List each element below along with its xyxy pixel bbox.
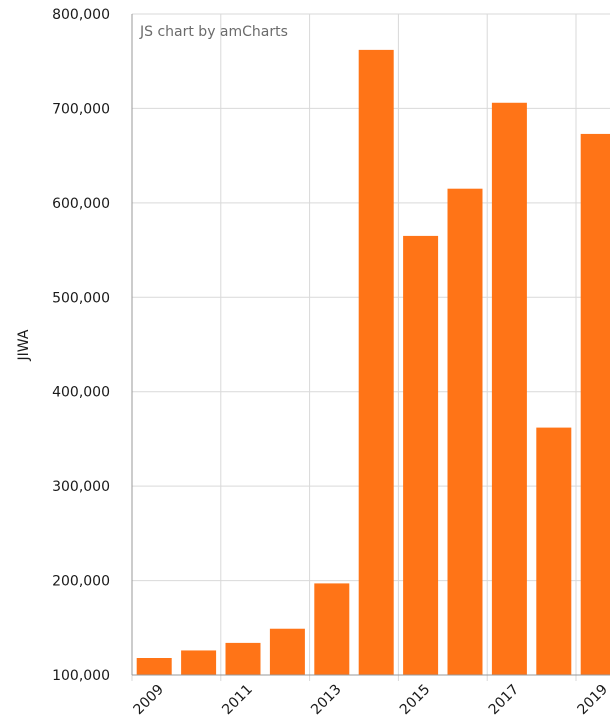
x-tick-label: 2009	[131, 682, 168, 719]
y-tick-label: 400,000	[52, 385, 110, 401]
y-tick-label: 800,000	[52, 7, 110, 23]
x-axis-ticks: 2009 2011 2013 2015 2017 2019	[131, 682, 610, 719]
bar-2018[interactable]	[536, 427, 572, 675]
bar-2012[interactable]	[269, 628, 305, 675]
bar-2015[interactable]	[403, 235, 439, 675]
y-tick-label: 600,000	[52, 196, 110, 212]
bar-2013[interactable]	[314, 583, 350, 675]
bar-2009[interactable]	[136, 658, 172, 675]
bar-2019[interactable]	[580, 133, 610, 675]
x-tick-label: 2013	[308, 682, 345, 719]
bars	[136, 49, 610, 675]
y-tick-label: 500,000	[52, 290, 110, 306]
y-tick-label: 200,000	[52, 574, 110, 590]
bar-2016[interactable]	[447, 188, 483, 675]
bar-2011[interactable]	[225, 642, 261, 675]
y-axis-ticks: 100,000 200,000 300,000 400,000 500,000 600,0…	[52, 7, 110, 684]
chart-credit[interactable]: JS chart by amCharts	[139, 24, 288, 40]
y-tick-label: 100,000	[52, 668, 110, 684]
bar-2014[interactable]	[358, 49, 394, 675]
axes	[131, 14, 610, 676]
bar-2010[interactable]	[181, 650, 217, 675]
y-tick-label: 300,000	[52, 479, 110, 495]
y-axis-label: JIWA	[16, 329, 32, 361]
x-tick-label: 2015	[397, 682, 434, 719]
x-tick-label: 2011	[219, 682, 256, 719]
x-tick-label: 2019	[575, 682, 610, 719]
x-tick-label: 2017	[486, 682, 523, 719]
bar-2017[interactable]	[491, 102, 527, 675]
y-tick-label: 700,000	[52, 101, 110, 117]
